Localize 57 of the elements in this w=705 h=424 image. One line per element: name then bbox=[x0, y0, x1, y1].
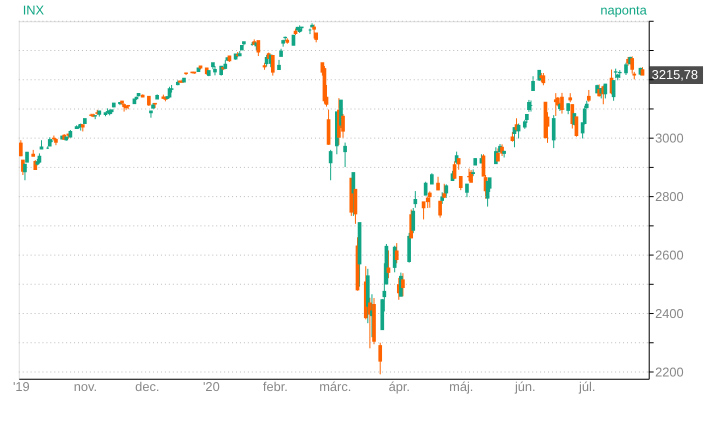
candlestick bbox=[438, 200, 442, 218]
candlestick bbox=[574, 116, 578, 138]
candlestick bbox=[147, 96, 151, 107]
candlestick bbox=[411, 208, 416, 234]
candlestick bbox=[168, 86, 172, 98]
candlestick bbox=[552, 114, 556, 149]
candlestick bbox=[413, 190, 418, 208]
candlestick bbox=[343, 142, 347, 168]
x-tick-label: júl. bbox=[578, 379, 596, 394]
candlestick bbox=[496, 148, 500, 162]
candlestick bbox=[510, 132, 514, 142]
chart-subtitle: naponta bbox=[600, 2, 648, 18]
y-tick-label: 3000 bbox=[655, 130, 684, 146]
candlestick bbox=[527, 99, 531, 112]
candlestick bbox=[440, 192, 444, 204]
candlestick bbox=[531, 76, 535, 92]
candlestick bbox=[401, 272, 405, 297]
candlestick bbox=[458, 176, 463, 191]
x-tick-label: máj. bbox=[449, 379, 474, 394]
candlestick bbox=[18, 140, 23, 157]
candlestick bbox=[604, 83, 608, 99]
candlestick bbox=[213, 65, 217, 76]
candlestick bbox=[568, 92, 572, 103]
annotation: 3215,78 bbox=[652, 67, 698, 82]
candlestick bbox=[424, 181, 428, 196]
candlestick bbox=[38, 152, 42, 164]
chart-title: INX bbox=[22, 2, 45, 18]
y-tick-label: 2400 bbox=[655, 306, 684, 321]
candlestick bbox=[394, 242, 399, 264]
candlestick bbox=[378, 342, 382, 375]
candlestick bbox=[386, 250, 390, 279]
candlestick bbox=[428, 190, 432, 208]
x-tick-label: jún. bbox=[514, 379, 536, 394]
candlestick bbox=[341, 113, 345, 139]
candlestick bbox=[277, 59, 281, 70]
x-tick-label: '19 bbox=[12, 379, 30, 394]
x-tick-label: nov. bbox=[74, 379, 97, 394]
candlestick bbox=[586, 89, 591, 102]
candlestick bbox=[618, 70, 622, 78]
x-tick-label: dec. bbox=[135, 379, 160, 394]
candlestick bbox=[436, 176, 440, 191]
candlestick bbox=[624, 62, 628, 76]
x-tick-label: márc. bbox=[319, 379, 352, 394]
candlestick bbox=[270, 54, 275, 76]
candlestick bbox=[566, 102, 570, 115]
candlestick bbox=[430, 172, 434, 185]
candlestick bbox=[426, 196, 430, 209]
y-tick-label: 2800 bbox=[655, 189, 684, 204]
candlestick bbox=[516, 123, 520, 139]
x-tick-label: '20 bbox=[202, 379, 220, 394]
candlestick bbox=[328, 149, 332, 181]
x-tick-label: ápr. bbox=[388, 379, 410, 394]
y-tick-label: 2600 bbox=[655, 248, 684, 263]
x-tick-label: febr. bbox=[262, 379, 288, 394]
y-tick-label: 2200 bbox=[655, 364, 684, 380]
candlestick bbox=[452, 160, 456, 180]
candlestick bbox=[465, 183, 469, 198]
